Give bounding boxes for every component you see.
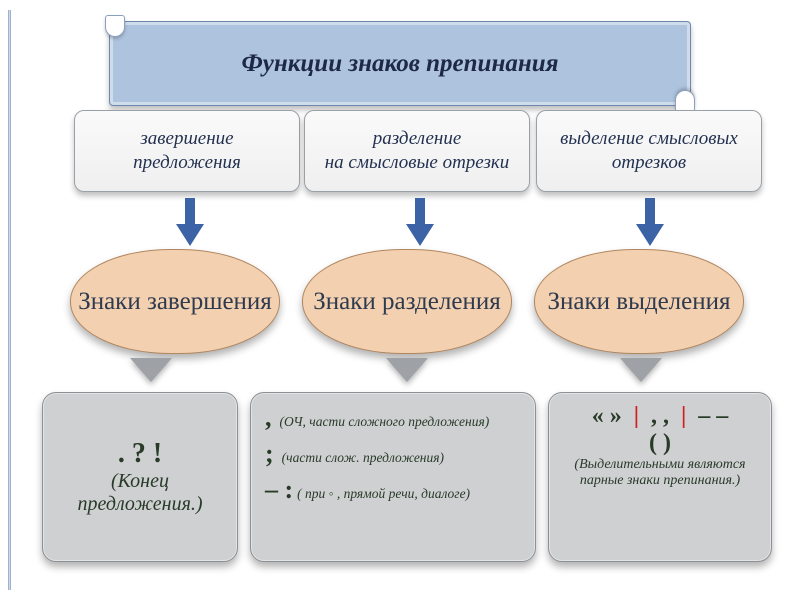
left-rail	[8, 10, 11, 590]
box3-parens: ( )	[563, 430, 757, 457]
box2-txt-3: ( при ◦ , прямой речи, диалоге)	[297, 486, 470, 501]
box2-sym-1: ,	[265, 403, 272, 432]
box3-dashes: – –	[698, 403, 728, 429]
arrow-2	[406, 198, 434, 250]
box1-note: (Конец предложения.)	[57, 470, 223, 516]
node-2: Знаки разделения	[302, 249, 512, 354]
category-2-label: разделениена смысловые отрезки	[325, 127, 510, 175]
node-1-label: Знаки завершения	[78, 287, 272, 317]
arrow-3	[636, 198, 664, 250]
node-2-label: Знаки разделения	[313, 287, 500, 317]
box3-row1: « » | , , | – –	[563, 403, 757, 430]
category-1-label: завершение предложения	[85, 127, 289, 175]
category-3: выделение смысловых отрезков	[536, 110, 762, 192]
detail-box-2: , (ОЧ, части сложного предложения) ; (ча…	[250, 392, 536, 562]
title-banner: Функции знаков препинания	[109, 21, 691, 106]
category-3-label: выделение смысловых отрезков	[547, 127, 751, 175]
box2-txt-1: (ОЧ, части сложного предложения)	[280, 414, 490, 429]
detail-box-3: « » | , , | – – ( ) (Выделительными явля…	[548, 392, 772, 562]
node-3: Знаки выделения	[534, 249, 744, 354]
box3-commas: , ,	[651, 403, 669, 429]
box3-quotes: « »	[592, 403, 622, 429]
box2-txt-2: (части слож. предложения)	[282, 450, 444, 465]
scroll-curl-left	[105, 15, 125, 37]
box3-bar-2: |	[675, 403, 692, 429]
chevron-1	[130, 358, 172, 390]
box3-bar-1: |	[628, 403, 645, 429]
box3-note: (Выделительными являются парные знаки пр…	[563, 457, 757, 489]
node-3-label: Знаки выделения	[547, 287, 730, 317]
title-banner-body: Функции знаков препинания	[109, 21, 691, 106]
box2-sym-3: – :	[265, 475, 293, 504]
chevron-2	[386, 358, 428, 390]
node-1: Знаки завершения	[70, 249, 280, 354]
category-1: завершение предложения	[74, 110, 300, 192]
chevron-3	[620, 358, 662, 390]
scroll-curl-right	[675, 90, 695, 112]
diagram-stage: Функции знаков препинания завершение пре…	[0, 0, 800, 600]
box1-marks: . ? !	[57, 438, 223, 470]
box2-sym-2: ;	[265, 439, 274, 468]
detail-box-1: . ? ! (Конец предложения.)	[42, 392, 238, 562]
arrow-1	[176, 198, 204, 250]
category-2: разделениена смысловые отрезки	[304, 110, 530, 192]
title-text: Функции знаков препинания	[242, 50, 559, 78]
